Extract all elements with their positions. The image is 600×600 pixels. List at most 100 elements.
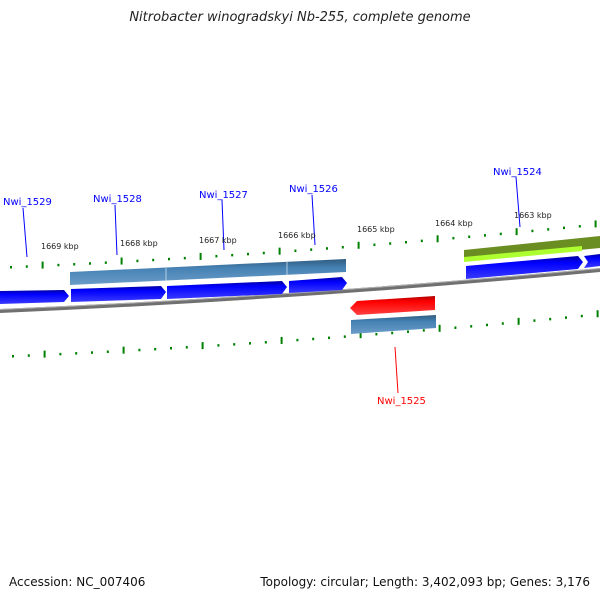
- gene-arrow-nwi-1529[interactable]: [0, 290, 69, 304]
- gene-label-nwi-1525[interactable]: Nwi_1525: [377, 396, 426, 407]
- major-tick: [199, 252, 202, 260]
- minor-tick: [375, 332, 378, 336]
- major-tick: [436, 235, 439, 243]
- minor-tick: [501, 322, 504, 325]
- gene-arrow-next[interactable]: [584, 254, 600, 268]
- major-tick: [122, 346, 125, 354]
- gene-arrow-nwi-1525[interactable]: [350, 296, 435, 315]
- minor-tick: [185, 346, 188, 349]
- minor-tick: [452, 236, 455, 240]
- minor-tick: [563, 226, 565, 230]
- gene-arrow-nwi-1528[interactable]: [71, 286, 166, 302]
- major-tick: [120, 257, 123, 265]
- kbp-label: 1665 kbp: [357, 225, 395, 234]
- minor-tick: [484, 234, 486, 237]
- minor-tick: [328, 336, 330, 340]
- kbp-label: 1667 kbp: [199, 236, 237, 245]
- minor-tick: [422, 329, 425, 332]
- minor-tick: [391, 331, 394, 335]
- minor-tick: [294, 249, 297, 253]
- gene-label-nwi-1529[interactable]: Nwi_1529: [3, 197, 52, 208]
- minor-tick: [262, 251, 265, 255]
- major-tick: [517, 317, 520, 325]
- cds-feature[interactable]: [70, 259, 346, 285]
- minor-tick: [420, 239, 423, 243]
- minor-tick: [373, 243, 376, 247]
- minor-tick: [341, 246, 344, 249]
- minor-tick: [27, 354, 30, 357]
- minor-tick: [183, 256, 186, 260]
- kbp-label: 1664 kbp: [435, 219, 473, 228]
- accession-text: Accession: NC_007406: [9, 575, 146, 589]
- major-tick: [43, 350, 46, 358]
- major-tick: [41, 261, 44, 269]
- kbp-label: 1668 kbp: [120, 239, 158, 248]
- major-tick: [201, 342, 204, 350]
- minor-tick: [565, 316, 567, 319]
- minor-tick: [312, 337, 315, 341]
- major-tick: [278, 247, 281, 255]
- minor-tick: [468, 235, 471, 239]
- minor-tick: [549, 317, 552, 321]
- genome-summary-text: Topology: circular; Length: 3,402,093 bp…: [260, 575, 590, 589]
- minor-tick: [10, 266, 12, 269]
- minor-tick: [136, 259, 139, 263]
- gene-arrow-nwi-1527[interactable]: [167, 281, 287, 299]
- gene-label-nwi-1524[interactable]: Nwi_1524: [493, 167, 542, 178]
- minor-tick: [75, 352, 78, 355]
- minor-tick: [59, 352, 62, 356]
- major-tick: [357, 241, 360, 249]
- minor-tick: [25, 265, 28, 268]
- gene-label-nwi-1526[interactable]: Nwi_1526: [289, 184, 338, 195]
- minor-tick: [531, 229, 534, 233]
- major-tick: [359, 331, 362, 339]
- minor-tick: [73, 263, 76, 266]
- minor-tick: [343, 335, 346, 338]
- gene-label-nwi-1528[interactable]: Nwi_1528: [93, 194, 142, 205]
- minor-tick: [233, 343, 236, 346]
- minor-tick: [578, 225, 581, 228]
- minor-tick: [168, 257, 170, 261]
- genome-backbone: [0, 268, 600, 313]
- kbp-label: 1666 kbp: [278, 231, 316, 240]
- major-tick: [280, 336, 283, 344]
- minor-tick: [89, 262, 91, 265]
- minor-tick: [389, 242, 392, 245]
- minor-tick: [170, 346, 172, 350]
- minor-tick: [407, 330, 409, 333]
- minor-tick: [326, 247, 328, 250]
- minor-tick: [152, 258, 155, 262]
- minor-tick: [247, 252, 249, 256]
- gene-arrow-nwi-1524[interactable]: [466, 256, 583, 279]
- minor-tick: [57, 263, 60, 267]
- major-tick: [515, 228, 518, 236]
- minor-tick: [310, 248, 313, 251]
- cds-feature-lower[interactable]: [351, 315, 436, 334]
- map-title: Nitrobacter winogradskyi Nb-255, complet…: [129, 10, 471, 25]
- minor-tick: [104, 261, 107, 264]
- minor-tick: [12, 355, 14, 358]
- minor-tick: [91, 351, 93, 354]
- minor-tick: [106, 350, 109, 353]
- minor-tick: [215, 254, 218, 258]
- gene-label-nwi-1527[interactable]: Nwi_1527: [199, 190, 248, 201]
- minor-tick: [547, 228, 550, 231]
- minor-tick: [405, 240, 407, 244]
- minor-tick: [486, 323, 488, 327]
- major-tick: [438, 324, 441, 332]
- gene-arrow-nwi-1526[interactable]: [289, 277, 347, 293]
- minor-tick: [533, 319, 536, 322]
- minor-tick: [231, 253, 234, 257]
- tick-row-lower: [12, 310, 599, 358]
- minor-tick: [296, 338, 299, 342]
- minor-tick: [154, 347, 157, 351]
- kbp-label: 1669 kbp: [41, 242, 79, 251]
- minor-tick: [217, 344, 220, 347]
- tick-row-upper: [10, 220, 597, 269]
- kbp-label: 1663 kbp: [514, 211, 552, 220]
- lime-feature[interactable]: [464, 246, 582, 262]
- minor-tick: [470, 325, 473, 328]
- minor-tick: [580, 314, 583, 318]
